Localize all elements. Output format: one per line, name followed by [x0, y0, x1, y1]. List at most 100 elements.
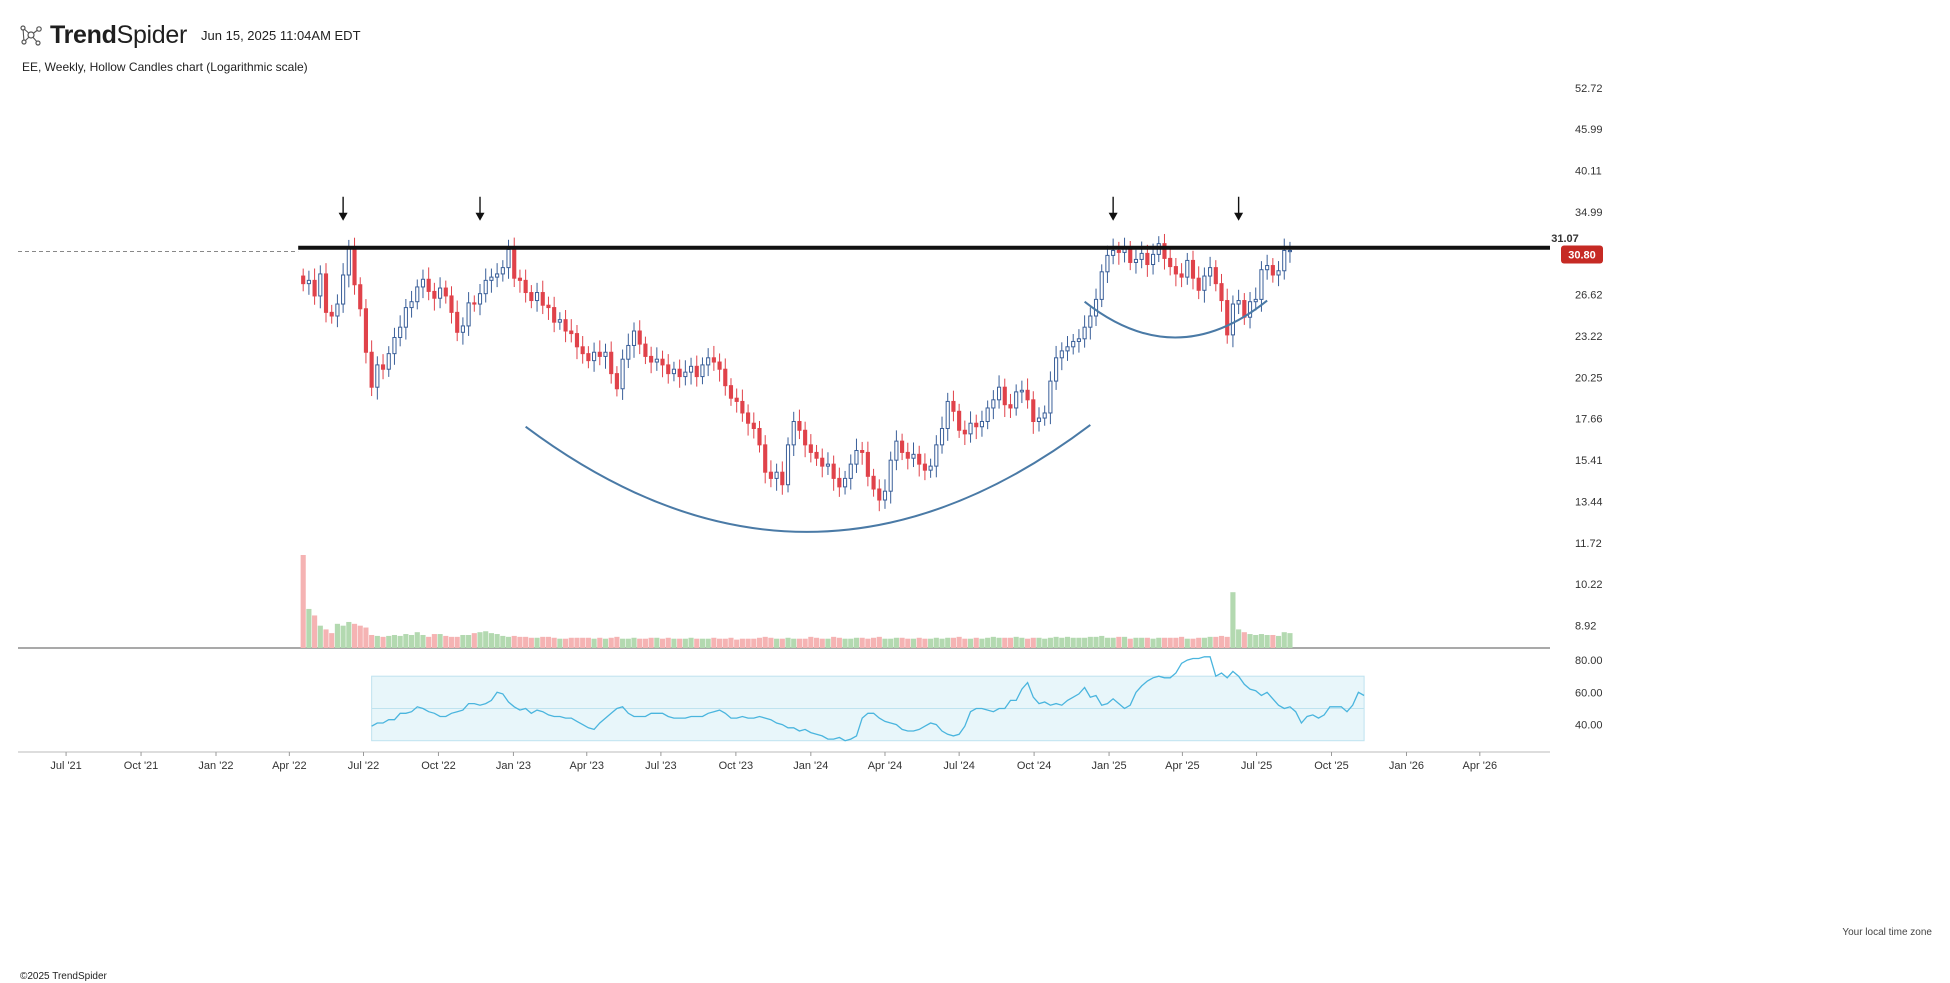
volume-bar	[483, 631, 489, 648]
volume-bar	[380, 636, 386, 648]
candle-body-down	[643, 343, 648, 357]
candle-body-up	[785, 444, 791, 486]
candle-body-up	[854, 450, 859, 465]
candle-body-up	[506, 248, 511, 269]
candle-body-down	[820, 457, 825, 467]
spider-node-icon	[20, 25, 42, 46]
volume-bar	[1059, 637, 1065, 648]
chart-subtitle: EE, Weekly, Hollow Candles chart (Logari…	[22, 60, 308, 74]
candle-body-down	[1270, 265, 1275, 276]
volume-bar	[580, 637, 586, 648]
volume-bar	[842, 638, 848, 648]
volume-bar	[1082, 637, 1088, 648]
candle-body-down	[757, 427, 762, 446]
candle-body-up	[791, 420, 796, 446]
volume-bar	[711, 637, 717, 648]
volume-bar	[745, 638, 751, 648]
volume-bar	[791, 638, 797, 648]
candle-body-up	[1036, 417, 1042, 422]
candle-body-up	[500, 267, 505, 275]
volume-bar	[563, 638, 569, 648]
candle-body-down	[586, 353, 591, 362]
volume-bar	[1156, 637, 1162, 648]
candle-body-down	[962, 429, 967, 435]
volume-bar	[351, 623, 358, 648]
candle-body-down	[1116, 249, 1121, 253]
candle-body-down	[717, 361, 722, 370]
volume-bar	[346, 621, 352, 648]
candle-body-down	[871, 475, 876, 490]
volume-bar	[1036, 637, 1042, 648]
cup-arc	[1084, 299, 1268, 339]
volume-bar	[466, 634, 472, 648]
volume-bar	[386, 635, 392, 648]
candle-body-down	[746, 412, 751, 424]
volume-bar	[836, 637, 842, 648]
candle-body-down	[380, 364, 386, 370]
volume-bar	[739, 638, 745, 648]
volume-bar	[1019, 637, 1025, 648]
price-tick-label: 17.66	[1575, 414, 1603, 426]
candle-body-up	[341, 274, 346, 305]
volume-bar	[813, 637, 820, 648]
candle-body-up	[1236, 300, 1241, 305]
candle-body-down	[614, 373, 619, 390]
candle-body-down	[443, 287, 448, 297]
candle-body-down	[803, 429, 808, 446]
price-tick-label: 15.41	[1575, 455, 1603, 467]
candle-body-up	[592, 351, 597, 362]
candle-body-up	[1014, 391, 1019, 409]
volume-bar	[397, 635, 403, 648]
volume-bar	[939, 638, 945, 648]
candle-body-up	[1111, 249, 1116, 256]
x-tick-label: Apr '23	[569, 760, 604, 772]
volume-bar	[910, 638, 917, 648]
candle-body-up	[1230, 303, 1235, 336]
candle-body-down	[728, 385, 734, 399]
candle-body-down	[1190, 259, 1196, 279]
volume-bar	[728, 637, 734, 648]
candle-body-up	[1065, 346, 1070, 352]
copyright: ©2025 TrendSpider	[20, 971, 107, 982]
candle-body-down	[1225, 300, 1230, 336]
volume-bar	[1150, 638, 1156, 648]
down-arrow-head	[1108, 212, 1118, 221]
candle-body-down	[951, 400, 956, 412]
candle-body-up	[438, 287, 443, 299]
volume-bar	[505, 636, 512, 648]
candle-body-down	[352, 247, 357, 286]
volume-bar	[756, 637, 763, 648]
candle-body-down	[426, 278, 431, 292]
volume-bar	[808, 636, 814, 648]
candle-body-up	[888, 459, 893, 492]
volume-bar	[631, 637, 637, 648]
brand-bold: Trend	[50, 20, 117, 49]
volume-bar	[574, 637, 580, 648]
candle-body-down	[660, 358, 665, 366]
candle-body-up	[882, 490, 888, 501]
volume-bar	[1173, 637, 1179, 648]
timestamp: Jun 15, 2025 11:04AM EDT	[201, 27, 361, 43]
volume-bar	[1270, 634, 1276, 648]
candle-body-up	[1276, 270, 1281, 276]
candle-body-down	[329, 311, 334, 317]
candle-body-up	[420, 278, 426, 288]
x-tick-label: Apr '22	[272, 760, 307, 772]
volume-bar	[899, 637, 905, 648]
volume-bar	[369, 634, 375, 648]
candle-body-down	[740, 400, 745, 414]
axes-layer: 52.72 45.99 40.11 34.99 26.62 23.22 20.25 17.66…	[18, 83, 1603, 772]
volume-bar	[1258, 634, 1265, 648]
volume-bar	[642, 638, 648, 648]
down-arrow-head	[1234, 212, 1244, 221]
volume-bar	[1224, 636, 1230, 648]
volume-bar	[443, 635, 449, 648]
candle-body-down	[1002, 386, 1007, 406]
volume-bar	[996, 637, 1002, 648]
volume-bar	[825, 638, 831, 648]
volume-bar	[414, 632, 420, 648]
candle-body-up	[1247, 301, 1253, 318]
candle-body-up	[489, 276, 494, 281]
candle-body-up	[460, 325, 465, 333]
